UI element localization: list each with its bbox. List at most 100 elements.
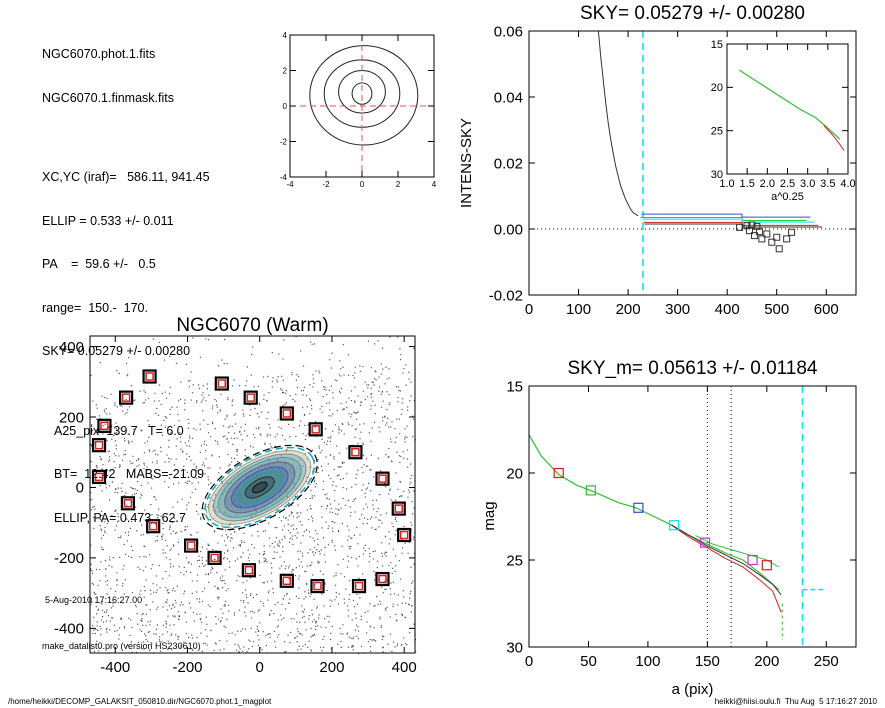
field-speck (280, 520, 283, 522)
field-speck (362, 366, 364, 368)
mag-curve-black (671, 524, 782, 596)
sky-square-marker (750, 232, 758, 240)
field-speck (343, 461, 345, 463)
field-speck (317, 625, 319, 627)
field-speck (143, 390, 145, 392)
field-speck (403, 457, 405, 459)
field-speck (336, 409, 338, 412)
field-speck (270, 572, 273, 574)
field-speck (378, 390, 380, 392)
field-speck (161, 538, 163, 540)
field-speck (264, 483, 266, 485)
field-speck (329, 359, 331, 361)
field-speck (176, 531, 178, 534)
field-speck (274, 526, 276, 529)
field-speck (145, 604, 147, 606)
field-speck (347, 539, 349, 541)
field-speck (343, 433, 345, 435)
field-speck (173, 464, 175, 466)
field-speck (160, 403, 162, 405)
field-speck (158, 508, 160, 510)
field-speck (409, 597, 411, 599)
field-speck (190, 459, 192, 461)
field-speck (287, 634, 289, 636)
field-speck (391, 460, 393, 463)
field-speck (209, 606, 211, 608)
field-speck (321, 411, 323, 413)
field-speck (145, 556, 147, 558)
field-speck (252, 610, 254, 612)
field-speck (316, 606, 318, 608)
field-speck (184, 529, 186, 531)
field-speck (278, 353, 280, 355)
field-speck (274, 475, 276, 477)
field-speck (297, 532, 299, 534)
field-speck (205, 560, 207, 562)
field-speck (168, 605, 171, 607)
field-speck (300, 561, 302, 563)
field-speck (247, 549, 249, 551)
field-speck (116, 580, 118, 582)
field-speck (285, 517, 287, 519)
field-speck (253, 504, 255, 506)
field-speck (191, 634, 193, 636)
field-speck (184, 482, 187, 484)
field-speck (207, 506, 209, 508)
field-speck (182, 474, 184, 476)
field-speck (277, 460, 279, 462)
field-speck (365, 503, 367, 505)
field-speck (333, 456, 335, 458)
field-speck (369, 552, 371, 555)
field-speck (317, 543, 319, 546)
field-speck (191, 534, 193, 536)
field-speck (392, 606, 394, 608)
field-speck (404, 438, 406, 440)
field-speck (144, 509, 146, 511)
field-speck (155, 633, 157, 635)
field-speck (301, 605, 303, 607)
field-speck (201, 559, 203, 561)
field-speck (267, 433, 269, 435)
field-speck (207, 573, 209, 575)
field-speck (162, 527, 164, 530)
field-speck (122, 568, 124, 570)
field-speck (362, 484, 364, 486)
field-speck (374, 343, 376, 345)
field-speck (352, 646, 354, 648)
inset-ytick-label: 25 (711, 126, 723, 138)
field-speck (249, 470, 251, 472)
field-speck (412, 415, 414, 417)
field-speck (324, 386, 326, 388)
field-speck (309, 384, 311, 386)
field-speck (354, 613, 356, 615)
field-speck (115, 590, 117, 592)
field-speck (342, 558, 344, 560)
field-speck (221, 575, 224, 577)
field-speck (130, 486, 132, 489)
field-speck (311, 650, 313, 652)
field-speck (145, 638, 147, 641)
field-speck (252, 446, 254, 448)
inset-ytick-label: 20 (711, 82, 723, 94)
field-speck (289, 598, 291, 600)
field-speck (228, 432, 230, 434)
field-speck (295, 637, 297, 639)
field-speck (229, 515, 232, 517)
field-speck (200, 551, 202, 553)
field-speck (271, 380, 273, 383)
field-speck (382, 565, 384, 567)
field-speck (185, 571, 188, 573)
field-speck (223, 552, 226, 554)
mask-box (375, 471, 390, 486)
field-speck (240, 599, 242, 602)
field-speck (242, 552, 244, 554)
field-speck (380, 626, 382, 628)
field-speck (280, 388, 282, 390)
field-speck (200, 518, 202, 520)
field-speck (258, 428, 260, 430)
field-speck (332, 481, 334, 483)
field-speck (233, 614, 235, 616)
field-speck (379, 600, 381, 602)
field-speck (112, 605, 114, 607)
field-speck (312, 551, 314, 553)
